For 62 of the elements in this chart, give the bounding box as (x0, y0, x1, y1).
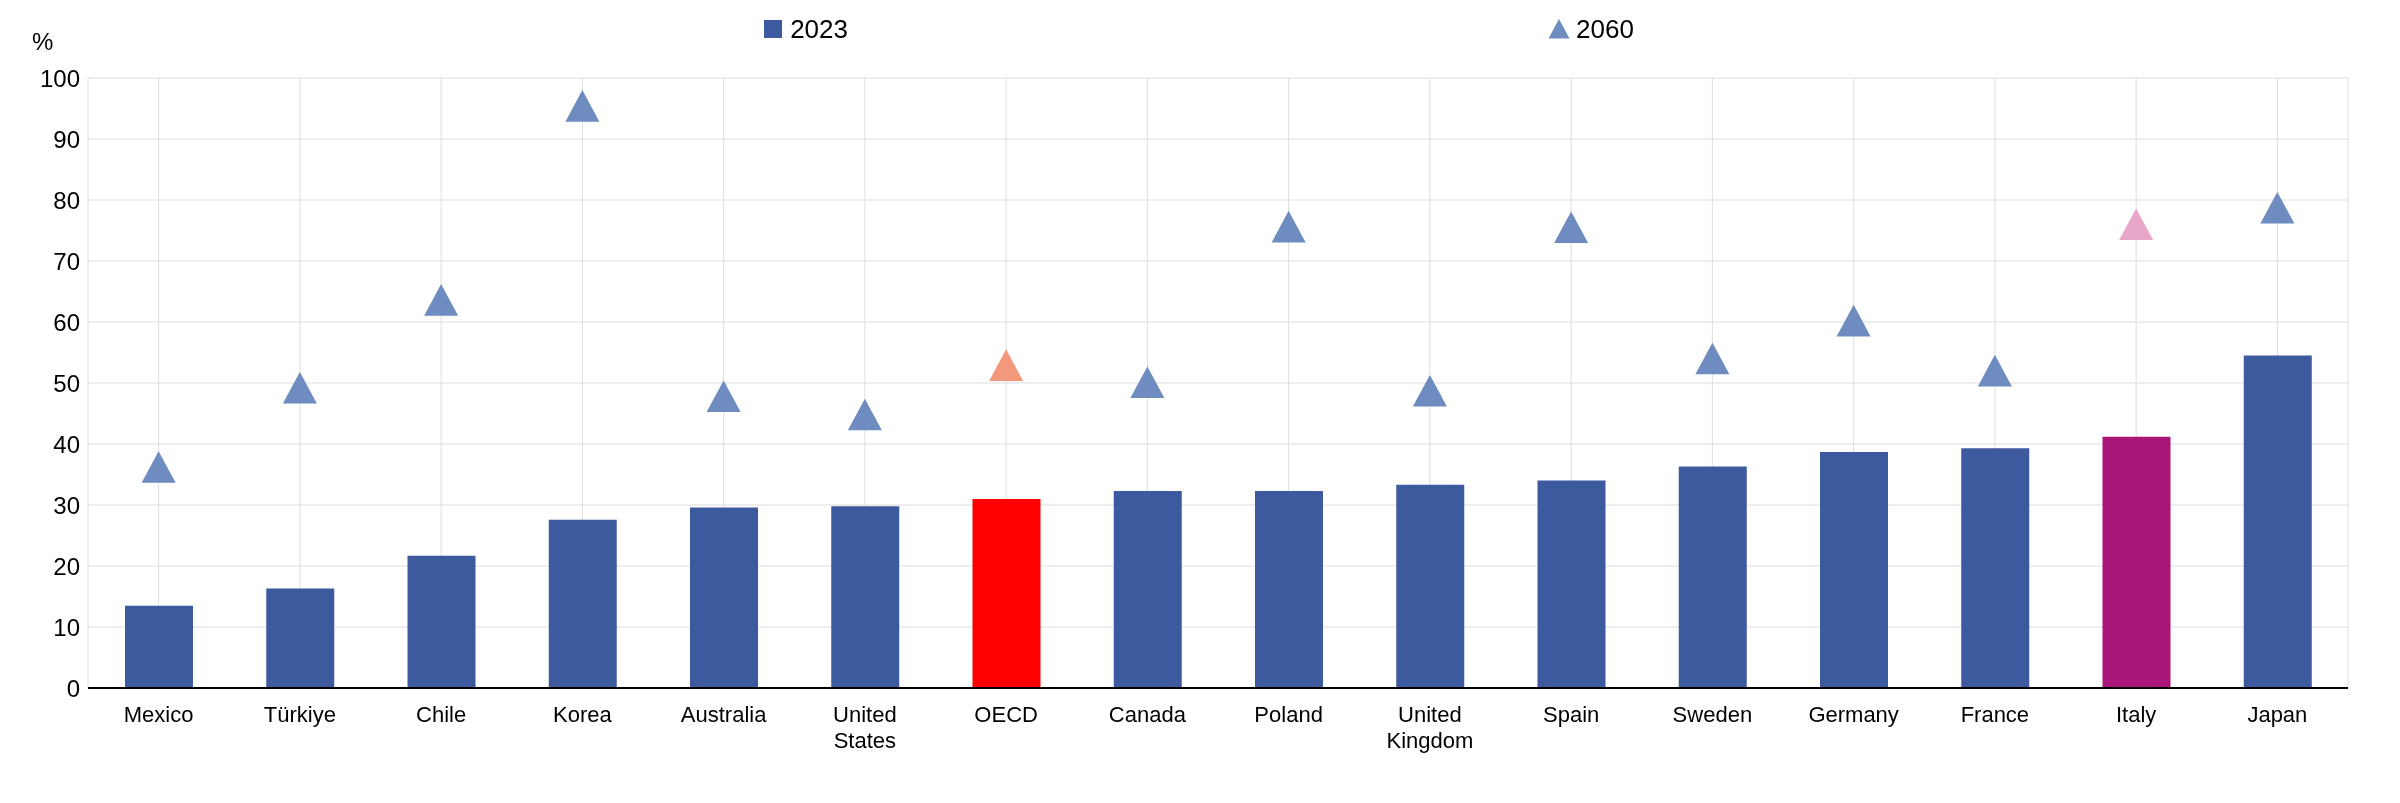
bar (1961, 448, 2030, 688)
y-tick-label: 40 (53, 430, 80, 458)
point (848, 399, 882, 431)
point (1554, 212, 1588, 244)
y-tick-label: 80 (53, 186, 80, 214)
point (2119, 209, 2153, 241)
point (989, 350, 1023, 381)
x-tick-label: Türkiye (263, 702, 336, 727)
x-tick-label: Japan (2247, 702, 2308, 727)
x-tick-label: France (1960, 702, 2030, 727)
point (1695, 343, 1729, 375)
y-tick-label: 30 (53, 491, 80, 519)
y-tick-label: 70 (53, 247, 80, 275)
bar (2243, 355, 2312, 688)
y-tick-label: 0 (66, 674, 80, 702)
point (707, 381, 741, 413)
y-tick-label: 100 (39, 64, 80, 92)
bar (1537, 480, 1606, 688)
y-tick-label: 20 (53, 552, 80, 580)
y-tick-label: 60 (53, 308, 80, 336)
point (1130, 367, 1164, 398)
bar (1255, 490, 1323, 688)
x-tick-label: Australia (680, 702, 768, 727)
x-tick-label: Canada (1108, 702, 1187, 727)
y-tick-label: 10 (53, 613, 80, 641)
bar (1113, 490, 1182, 688)
point (2260, 192, 2294, 224)
bar (407, 555, 476, 688)
x-tick-label: Poland (1254, 702, 1323, 727)
bar (1678, 466, 1747, 688)
bar (548, 519, 617, 688)
point (565, 90, 599, 122)
x-tick-label: United States (833, 702, 897, 753)
bar (1820, 451, 1888, 688)
y-tick-label: 50 (53, 369, 80, 397)
point (1272, 211, 1306, 243)
y-tick-label: 90 (53, 125, 80, 153)
x-tick-label: United Kingdom (1386, 702, 1474, 753)
y-axis-title: % (32, 28, 54, 56)
point (1978, 355, 2012, 387)
x-tick-label: Mexico (123, 702, 194, 727)
x-tick-label: Chile (416, 702, 467, 727)
bar (972, 498, 1041, 688)
x-tick-label: Sweden (1672, 702, 1753, 727)
point (424, 284, 458, 316)
point (283, 372, 317, 404)
bar (2102, 436, 2171, 688)
x-tick-label: Germany (1808, 702, 1899, 727)
x-tick-label: Italy (2115, 702, 2157, 727)
legend-label: 2060 (1576, 13, 1634, 44)
x-tick-label: OECD (974, 702, 1038, 727)
x-tick-label: Spain (1542, 702, 1600, 727)
legend-label: 2023 (790, 13, 848, 44)
x-tick-label: Korea (553, 702, 613, 727)
point (142, 452, 176, 483)
bar (266, 588, 335, 688)
bar (125, 605, 193, 688)
bar (690, 507, 758, 688)
point (1837, 305, 1871, 337)
point (1413, 375, 1447, 407)
bar (831, 506, 900, 688)
bar (1396, 484, 1465, 688)
